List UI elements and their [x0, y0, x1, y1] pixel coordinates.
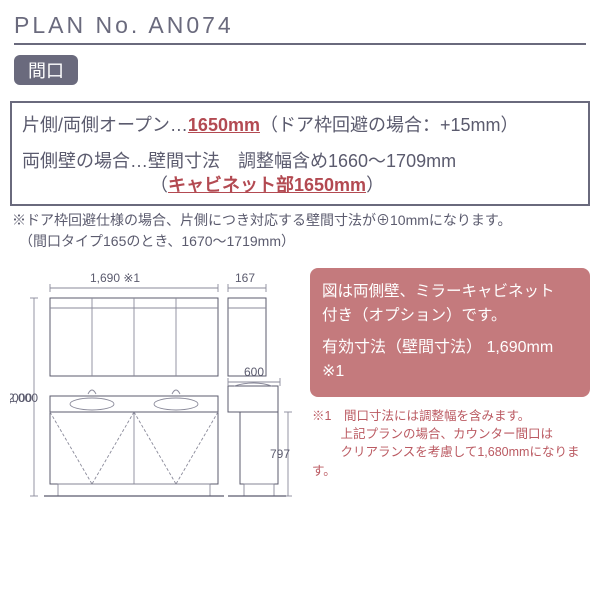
plan-title: PLAN No. AN074 [14, 12, 586, 39]
dim2b-value: キャビネット部1650mm [168, 175, 366, 195]
callout-line-1: 図は両側壁、ミラーキャビネット [322, 280, 578, 304]
dim1-prefix: 片側/両側オープン… [22, 115, 188, 135]
dimension-diagram: 1,690 ※1 167 [10, 262, 300, 532]
callout-line-2: 付き（オプション）です。 [322, 304, 578, 328]
dim-h-total-text: 2,000 [10, 391, 38, 405]
dim2a: 両側壁の場合…壁間寸法 調整幅含め1660〜1709mm [22, 151, 456, 171]
note-line-1: ※ドア枠回避仕様の場合、片側につき対応する壁間寸法が⊕10mmになります。 [12, 210, 588, 231]
header-divider [14, 43, 586, 45]
dim-depth-top-label: 167 [235, 271, 255, 285]
callout-note-1: ※1 間口寸法には調整幅を含みます。 [312, 407, 588, 425]
dim-depth-side-label: 600 [244, 365, 264, 379]
section-tag: 間口 [14, 55, 78, 85]
dim-line-2: 両側壁の場合…壁間寸法 調整幅含め1660〜1709mm （キャビネット部165… [22, 149, 578, 198]
notes-block: ※ドア枠回避仕様の場合、片側につき対応する壁間寸法が⊕10mmになります。 （間… [12, 210, 588, 252]
note-line-2: （間口タイプ165のとき、1670〜1719mm） [12, 231, 588, 252]
dim1-suffix: （ドア枠回避の場合：+15mm） [260, 115, 519, 135]
dimensions-box: 片側/両側オープン…1650mm（ドア枠回避の場合：+15mm） 両側壁の場合…… [10, 101, 590, 206]
dim2b-suffix: ） [366, 175, 384, 195]
dim-width-label: 1,690 ※1 [90, 271, 140, 285]
dim2b-prefix: （ [150, 175, 168, 195]
callout-line-3: 有効寸法（壁間寸法） 1,690mm ※1 [322, 336, 578, 386]
callout-note-2: 上記プランの場合、カウンター間口は [312, 425, 588, 443]
dim-lower-label: 797 [270, 447, 290, 461]
dim1-value: 1650mm [188, 115, 260, 135]
dim-line-1: 片側/両側オープン…1650mm（ドア枠回避の場合：+15mm） [22, 111, 578, 137]
callout-box: 図は両側壁、ミラーキャビネット 付き（オプション）です。 有効寸法（壁間寸法） … [310, 268, 590, 398]
callout-notes: ※1 間口寸法には調整幅を含みます。 上記プランの場合、カウンター間口は クリア… [312, 407, 588, 480]
callout-note-3: クリアランスを考慮して1,680mmになります。 [312, 443, 588, 479]
